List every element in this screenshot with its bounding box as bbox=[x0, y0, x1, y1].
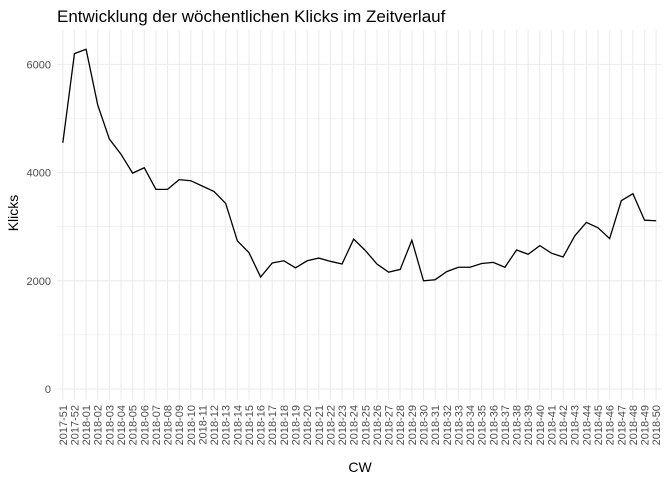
x-tick-label: 2018-10 bbox=[186, 405, 198, 445]
x-tick-label: 2018-23 bbox=[337, 405, 349, 445]
x-tick-label: 2018-17 bbox=[267, 405, 279, 445]
y-tick-label: 6000 bbox=[27, 59, 51, 71]
x-tick-label: 2018-15 bbox=[244, 405, 256, 445]
x-tick-label: 2018-27 bbox=[384, 405, 396, 445]
x-tick-label: 2018-21 bbox=[314, 405, 326, 445]
x-tick-label: 2018-40 bbox=[535, 405, 547, 445]
x-tick-label: 2018-36 bbox=[488, 405, 500, 445]
x-tick-label: 2018-47 bbox=[616, 405, 628, 445]
chart-title: Entwicklung der wöchentlichen Klicks im … bbox=[57, 7, 446, 26]
x-tick-label: 2018-42 bbox=[558, 405, 570, 445]
x-tick-label: 2018-50 bbox=[651, 405, 663, 445]
y-axis-title: Klicks bbox=[5, 195, 21, 232]
x-tick-label: 2018-29 bbox=[407, 405, 419, 445]
y-tick-label: 0 bbox=[45, 384, 51, 396]
x-tick-label: 2018-34 bbox=[465, 405, 477, 445]
x-tick-label: 2018-26 bbox=[372, 405, 384, 445]
x-tick-label: 2018-48 bbox=[628, 405, 640, 445]
x-tick-label: 2018-19 bbox=[291, 405, 303, 445]
x-tick-label: 2018-30 bbox=[418, 405, 430, 445]
y-tick-label: 2000 bbox=[27, 276, 51, 288]
x-tick-label: 2018-33 bbox=[453, 405, 465, 445]
x-tick-label: 2018-12 bbox=[209, 405, 221, 445]
x-tick-label: 2017-52 bbox=[69, 405, 81, 445]
x-tick-label: 2018-25 bbox=[360, 405, 372, 445]
x-tick-label: 2018-20 bbox=[302, 405, 314, 445]
x-tick-label: 2018-46 bbox=[605, 405, 617, 445]
x-tick-label: 2018-04 bbox=[116, 405, 128, 445]
x-tick-label: 2018-05 bbox=[128, 405, 140, 445]
x-tick-label: 2018-03 bbox=[104, 405, 116, 445]
x-tick-label: 2018-35 bbox=[477, 405, 489, 445]
x-tick-label: 2018-44 bbox=[581, 405, 593, 445]
x-tick-label: 2018-37 bbox=[500, 405, 512, 445]
x-tick-label: 2018-08 bbox=[163, 405, 175, 445]
x-tick-label: 2018-24 bbox=[349, 405, 361, 445]
x-tick-label: 2018-41 bbox=[546, 405, 558, 445]
series-line bbox=[62, 48, 657, 282]
x-tick-label: 2018-22 bbox=[325, 405, 337, 445]
x-tick-label: 2018-01 bbox=[81, 405, 93, 445]
x-tick-label: 2018-28 bbox=[395, 405, 407, 445]
x-tick-label: 2018-45 bbox=[593, 405, 605, 445]
x-axis-title: CW bbox=[348, 459, 372, 475]
x-tick-label: 2018-11 bbox=[197, 405, 209, 445]
x-tick-label: 2018-16 bbox=[256, 405, 268, 445]
x-tick-label: 2018-14 bbox=[232, 405, 244, 445]
x-tick-label: 2018-13 bbox=[221, 405, 233, 445]
x-tick-label: 2018-07 bbox=[151, 405, 163, 445]
x-tick-label: 2018-43 bbox=[570, 405, 582, 445]
x-tick-label: 2018-49 bbox=[640, 405, 652, 445]
x-tick-label: 2018-02 bbox=[93, 405, 105, 445]
x-tick-label: 2018-06 bbox=[139, 405, 151, 445]
x-tick-label: 2018-38 bbox=[512, 405, 524, 445]
x-tick-label: 2018-32 bbox=[442, 405, 454, 445]
x-axis-ticks: 2017-51 2017-52 2018-01 2018-02 2018-03 2018-… bbox=[58, 405, 663, 445]
x-tick-label: 2018-18 bbox=[279, 405, 291, 445]
x-tick-label: 2018-39 bbox=[523, 405, 535, 445]
y-axis-ticks: 0 2000 4000 6000 bbox=[27, 59, 51, 396]
grid bbox=[57, 30, 662, 400]
x-tick-label: 2018-09 bbox=[174, 405, 186, 445]
x-tick-label: 2018-31 bbox=[430, 405, 442, 445]
y-tick-label: 4000 bbox=[27, 168, 51, 180]
x-tick-label: 2017-51 bbox=[58, 405, 70, 445]
